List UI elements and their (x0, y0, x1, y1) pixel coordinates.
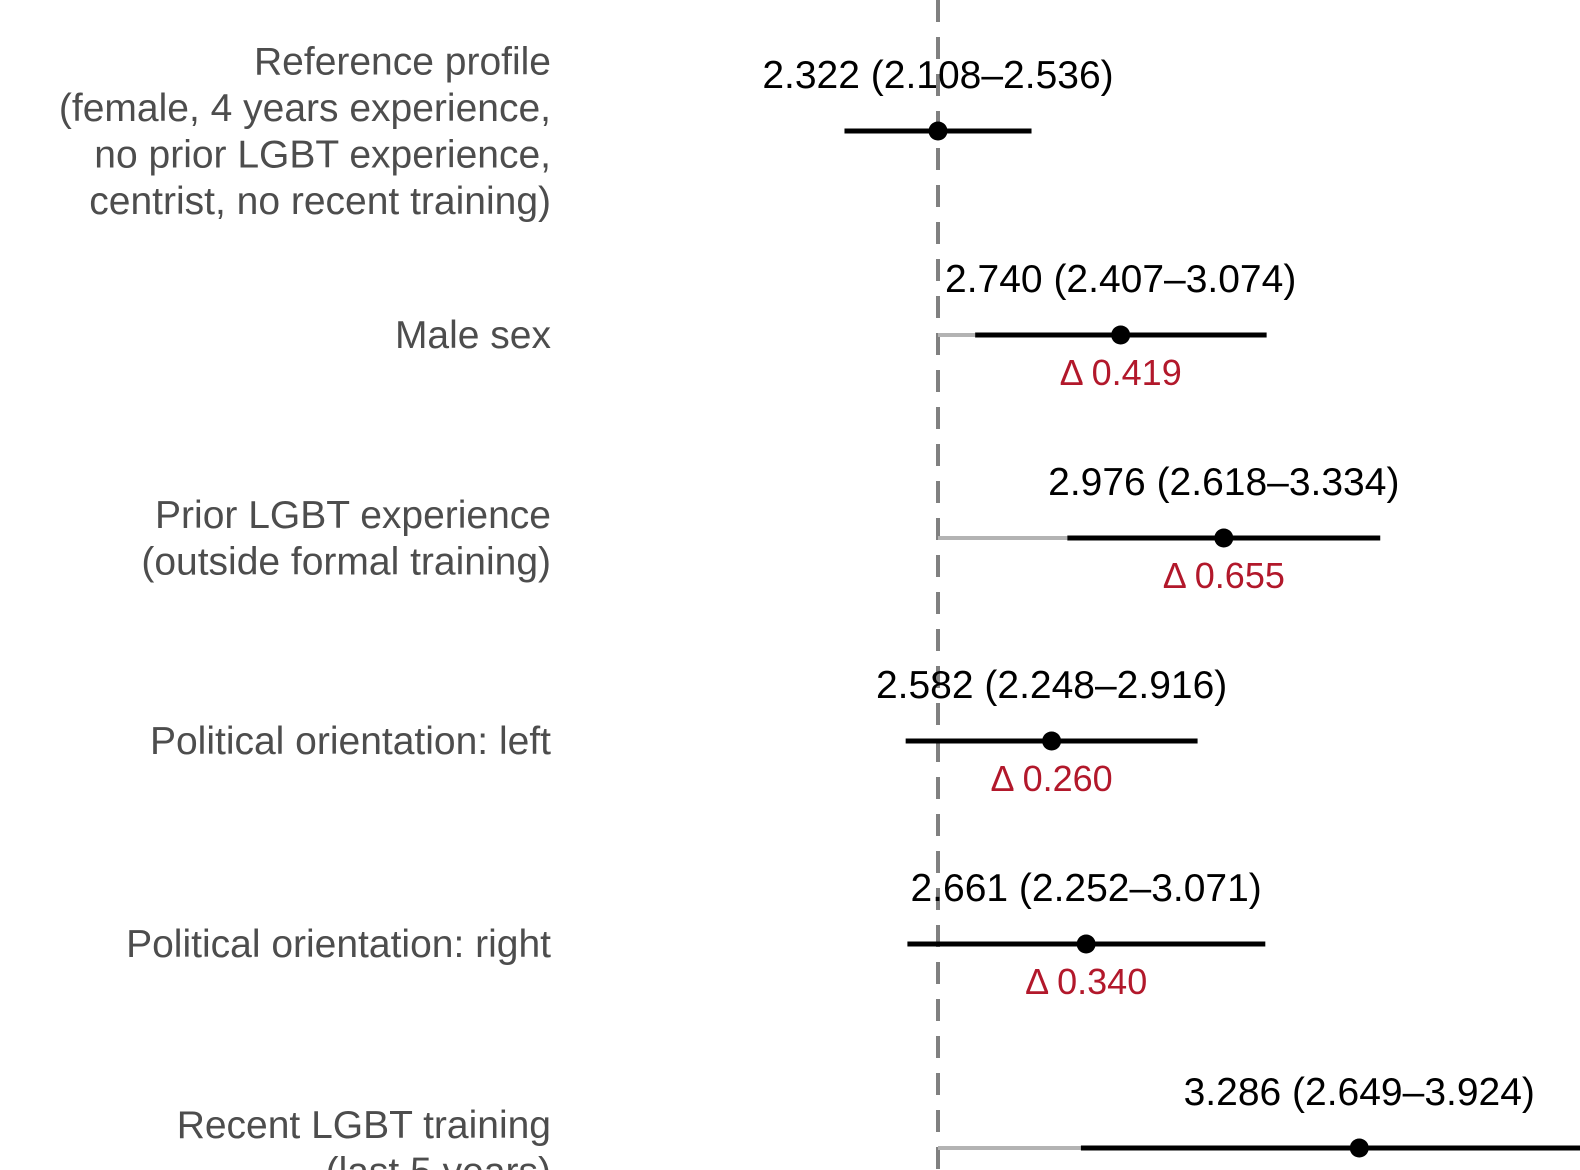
estimate-label: 2.740 (2.407–3.074) (945, 258, 1296, 301)
estimate-label: 2.322 (2.108–2.536) (762, 54, 1113, 97)
point-estimate (1042, 731, 1062, 751)
row-label: Male sex (395, 314, 552, 357)
row-label-line: no prior LGBT experience, (94, 133, 551, 176)
estimate-label: 2.661 (2.252–3.071) (910, 867, 1261, 910)
point-estimate (928, 121, 948, 141)
forest-row: Reference profile (female, 4 years experi… (59, 40, 1114, 223)
forest-row: Prior LGBT experience (outside formal tra… (141, 461, 1399, 596)
forest-row: Political orientation: left 2.582 (2.248–… (150, 664, 1227, 799)
point-estimate (1076, 934, 1096, 954)
forest-row: Recent LGBT training (last 5 years) 3.286 … (177, 1071, 1580, 1170)
forest-row: Male sex 2.740 (2.407–3.074) Δ 0.419 (395, 258, 1296, 393)
row-label: Political orientation: right (126, 923, 551, 966)
delta-label: Δ 0.340 (1025, 961, 1147, 1002)
point-estimate (1111, 325, 1131, 345)
row-label-line: (outside formal training) (141, 540, 551, 583)
row-label-line: (female, 4 years experience, (59, 87, 551, 130)
forest-row: Political orientation: right 2.661 (2.252… (126, 867, 1266, 1002)
row-label: Prior LGBT experience (outside formal tra… (141, 494, 551, 584)
delta-label: Δ 0.655 (1163, 555, 1285, 596)
point-estimate (1214, 528, 1234, 548)
row-label: Reference profile (female, 4 years experi… (59, 40, 551, 223)
estimate-label: 2.582 (2.248–2.916) (876, 664, 1227, 707)
row-label-line: centrist, no recent training) (89, 180, 551, 223)
row-label: Political orientation: left (150, 720, 551, 763)
row-label-line: Recent LGBT training (177, 1104, 551, 1147)
delta-label: Δ 0.419 (1060, 352, 1182, 393)
estimate-label: 3.286 (2.649–3.924) (1184, 1071, 1535, 1114)
row-label: Recent LGBT training (last 5 years) (177, 1104, 551, 1170)
row-label-line: (last 5 years) (326, 1150, 551, 1170)
row-label-line: Political orientation: left (150, 720, 551, 763)
point-estimate (1349, 1138, 1369, 1158)
row-label-line: Political orientation: right (126, 923, 551, 966)
row-label-line: Male sex (395, 314, 552, 357)
row-label-line: Prior LGBT experience (155, 494, 551, 537)
delta-label: Δ 0.260 (991, 758, 1113, 799)
row-label-line: Reference profile (254, 40, 551, 83)
estimate-label: 2.976 (2.618–3.334) (1048, 461, 1399, 504)
forest-rows: Reference profile (female, 4 years experi… (59, 40, 1580, 1170)
